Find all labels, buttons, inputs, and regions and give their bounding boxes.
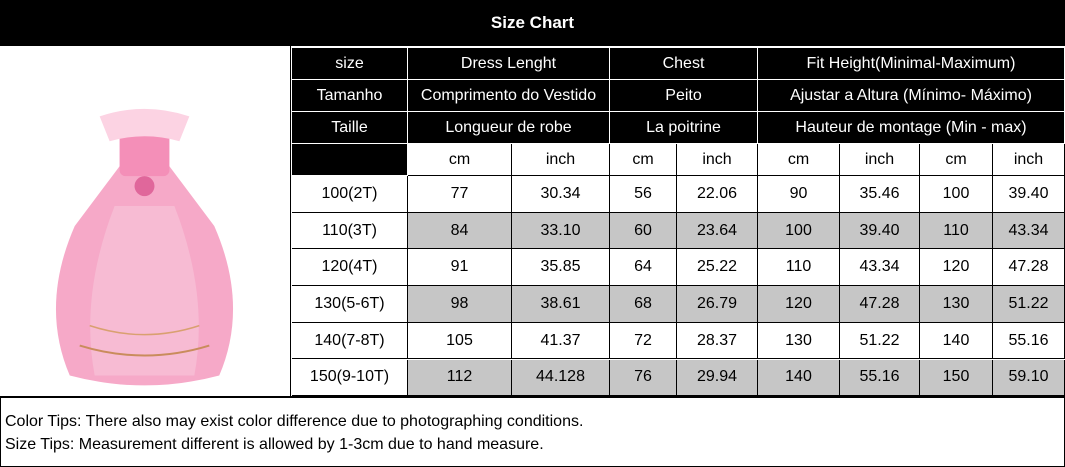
value-cell: 28.37 — [677, 322, 758, 360]
value-cell: 26.79 — [677, 286, 758, 323]
size-cell: 120(4T) — [292, 249, 408, 287]
value-cell: 35.46 — [840, 176, 920, 213]
value-cell: 43.34 — [840, 249, 920, 287]
size-cell: 140(7-8T) — [292, 322, 408, 360]
value-cell: 84 — [408, 212, 512, 250]
header-cell: Taille — [292, 112, 408, 144]
unit-cell: cm — [758, 144, 840, 176]
notes: Color Tips: There also may exist color d… — [0, 396, 1065, 467]
value-cell: 47.28 — [993, 249, 1065, 287]
value-cell: 25.22 — [677, 249, 758, 287]
value-cell: 120 — [758, 286, 840, 323]
header-cell: Longueur de robe — [408, 112, 610, 144]
value-cell: 64 — [610, 249, 677, 287]
value-cell: 77 — [408, 176, 512, 213]
value-cell: 140 — [920, 322, 993, 360]
value-cell: 55.16 — [993, 322, 1065, 360]
value-cell: 72 — [610, 322, 677, 360]
value-cell: 150 — [920, 359, 993, 397]
dress-photo — [0, 46, 291, 396]
unit-cell: inch — [840, 144, 920, 176]
value-cell: 110 — [920, 212, 993, 250]
header-cell: Dress Lenght — [408, 48, 610, 80]
header-cell: Comprimento do Vestido — [408, 80, 610, 112]
header-cell: Peito — [610, 80, 758, 112]
size-cell: 150(9-10T) — [292, 359, 408, 397]
unit-cell: inch — [677, 144, 758, 176]
value-cell: 55.16 — [840, 359, 920, 397]
value-cell: 35.85 — [512, 249, 610, 287]
value-cell: 39.40 — [840, 212, 920, 250]
value-cell: 51.22 — [993, 286, 1065, 323]
size-cell: 130(5-6T) — [292, 286, 408, 323]
unit-cell: inch — [993, 144, 1065, 176]
size-cell: 100(2T) — [292, 176, 408, 213]
value-cell: 60 — [610, 212, 677, 250]
title: Size Chart — [0, 0, 1065, 46]
value-cell: 130 — [920, 286, 993, 323]
value-cell: 100 — [920, 176, 993, 213]
size-cell: 110(3T) — [292, 212, 408, 250]
value-cell: 22.06 — [677, 176, 758, 213]
value-cell: 47.28 — [840, 286, 920, 323]
unit-cell: cm — [920, 144, 993, 176]
value-cell: 120 — [920, 249, 993, 287]
value-cell: 130 — [758, 322, 840, 360]
value-cell: 41.37 — [512, 322, 610, 360]
value-cell: 105 — [408, 322, 512, 360]
value-cell: 59.10 — [993, 359, 1065, 397]
unit-cell: cm — [610, 144, 677, 176]
value-cell: 112 — [408, 359, 512, 397]
value-cell: 91 — [408, 249, 512, 287]
value-cell: 51.22 — [840, 322, 920, 360]
value-cell: 23.64 — [677, 212, 758, 250]
value-cell: 140 — [758, 359, 840, 397]
unit-cell: cm — [408, 144, 512, 176]
header-cell: La poitrine — [610, 112, 758, 144]
value-cell: 29.94 — [677, 359, 758, 397]
value-cell: 90 — [758, 176, 840, 213]
header-cell: Hauteur de montage (Min - max) — [758, 112, 1065, 144]
value-cell: 38.61 — [512, 286, 610, 323]
value-cell: 68 — [610, 286, 677, 323]
unit-cell: inch — [512, 144, 610, 176]
header-cell: Fit Height(Minimal-Maximum) — [758, 48, 1065, 80]
header-cell — [292, 144, 408, 176]
value-cell: 33.10 — [512, 212, 610, 250]
header-cell: size — [292, 48, 408, 80]
value-cell: 30.34 — [512, 176, 610, 213]
header-cell: Chest — [610, 48, 758, 80]
value-cell: 43.34 — [993, 212, 1065, 250]
value-cell: 44.128 — [512, 359, 610, 397]
value-cell: 39.40 — [993, 176, 1065, 213]
value-cell: 76 — [610, 359, 677, 397]
note: Size Tips: Measurement different is allo… — [5, 436, 544, 453]
value-cell: 110 — [758, 249, 840, 287]
value-cell: 98 — [408, 286, 512, 323]
value-cell: 100 — [758, 212, 840, 250]
header-cell: Tamanho — [292, 80, 408, 112]
value-cell: 56 — [610, 176, 677, 213]
header-cell: Ajustar a Altura (Mínimo- Máximo) — [758, 80, 1065, 112]
note: Color Tips: There also may exist color d… — [5, 413, 584, 430]
